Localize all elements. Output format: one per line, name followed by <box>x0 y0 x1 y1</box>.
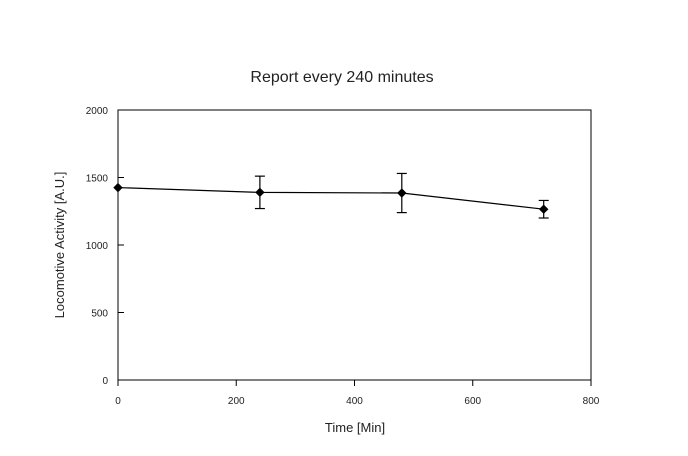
data-point <box>397 188 407 198</box>
x-tick-label: 200 <box>228 396 245 407</box>
x-tick-label: 0 <box>115 396 121 407</box>
x-tick-label: 600 <box>464 396 481 407</box>
y-tick-label: 0 <box>102 376 108 387</box>
y-tick-label: 1500 <box>86 174 109 185</box>
x-axis: 0 200 400 600 800 <box>115 380 600 407</box>
data-point <box>113 182 123 193</box>
chart-title: Report every 240 minutes <box>250 69 433 86</box>
y-tick-label: 500 <box>91 309 108 320</box>
y-axis: 0 500 1000 1500 2000 <box>86 106 124 387</box>
data-point <box>538 204 549 214</box>
y-tick-label: 2000 <box>86 106 109 117</box>
data-point <box>255 187 265 198</box>
y-axis-label: Locomotive Activity [A.U.] <box>52 172 67 319</box>
x-tick-label: 800 <box>583 396 600 407</box>
x-axis-label: Time [Min] <box>325 420 385 435</box>
series-line <box>117 187 544 210</box>
y-tick-label: 1000 <box>86 241 109 252</box>
series-layer <box>113 172 549 219</box>
plot-area <box>117 109 592 381</box>
x-tick-label: 400 <box>346 396 363 407</box>
